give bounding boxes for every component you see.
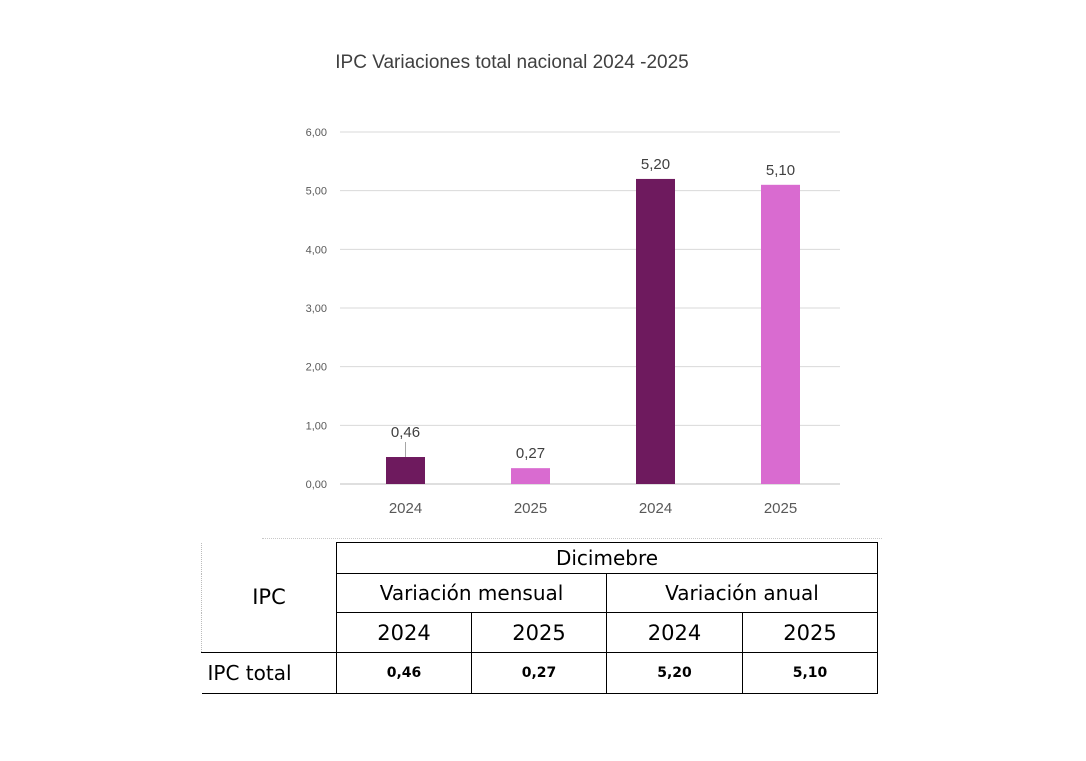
table-cell-value: 0,46: [336, 652, 472, 694]
data-label: 0,46: [391, 424, 420, 441]
table-period-header: Dicimebre: [336, 542, 878, 574]
data-label: 0,27: [516, 445, 545, 462]
y-tick-label: 4,00: [306, 244, 327, 256]
x-tick-label: 2025: [514, 500, 547, 517]
table-year-header: 2024: [606, 612, 743, 653]
bar: [511, 468, 550, 484]
table-group-monthly: Variación mensual: [336, 573, 607, 613]
table-year-header: 2024: [336, 612, 472, 653]
bar: [386, 457, 425, 484]
y-tick-label: 3,00: [306, 303, 327, 315]
y-tick-label: 6,00: [306, 127, 327, 139]
y-tick-label: 1,00: [306, 420, 327, 432]
data-label: 5,10: [766, 162, 795, 179]
gridlines: [340, 131, 840, 485]
bars: [386, 178, 800, 485]
table-cell-value: 0,27: [471, 652, 607, 694]
data-label: 5,20: [641, 156, 670, 173]
table-year-header: 2025: [742, 612, 878, 653]
table-row-header: IPC: [201, 542, 337, 653]
y-tick-label: 2,00: [306, 362, 327, 374]
y-axis-ticks: 0,00 1,00 2,00 3,00 4,00 5,00 6,00: [306, 127, 327, 491]
bar: [761, 184, 800, 485]
bar: [636, 178, 675, 484]
x-axis-labels: 2024 2025 2024 2025: [389, 500, 797, 517]
table-row-label: IPC total: [201, 652, 337, 694]
table-year-header: 2025: [471, 612, 607, 653]
ipc-table: IPC Dicimebre Variación mensual Variació…: [201, 542, 878, 694]
x-tick-label: 2024: [389, 500, 422, 517]
separator-line: [262, 538, 882, 539]
data-labels: 0,46 0,27 5,20 5,10: [391, 156, 795, 462]
x-tick-label: 2024: [639, 500, 672, 517]
chart-title: IPC Variaciones total nacional 2024 -202…: [335, 52, 689, 73]
table-cell-value: 5,10: [742, 652, 878, 694]
bar-chart: 0,001,002,003,004,005,006,00 2024 2025 202…: [306, 127, 840, 517]
y-tick-label: 0,00: [306, 479, 327, 491]
y-tick-label: 5,00: [306, 186, 327, 198]
table-cell-value: 5,20: [606, 652, 743, 694]
x-tick-label: 2025: [764, 500, 797, 517]
table-group-annual: Variación anual: [606, 573, 878, 613]
